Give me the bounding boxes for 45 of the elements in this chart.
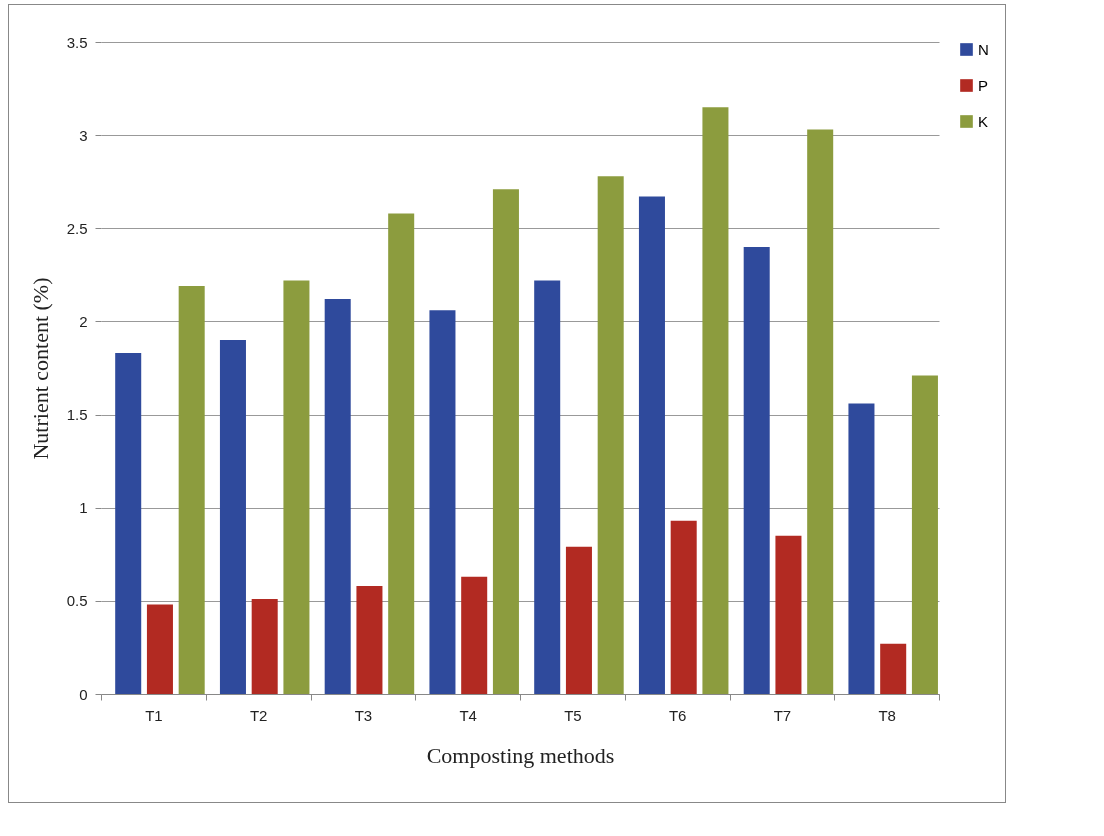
y-tick-label: 3 (79, 126, 88, 144)
bar (597, 176, 624, 694)
bar (702, 107, 729, 694)
bar (807, 129, 834, 694)
y-tick-label: 0 (79, 685, 88, 703)
y-tick-label: 1.5 (66, 406, 88, 424)
bar (492, 189, 519, 694)
bar (324, 299, 351, 694)
bar (880, 643, 907, 694)
bar (178, 286, 205, 694)
x-tick-label: T4 (459, 706, 477, 724)
bar (565, 546, 592, 694)
y-tick-label: 3.5 (66, 33, 88, 51)
x-tick-label: T8 (878, 706, 896, 724)
legend-label: N (978, 40, 989, 58)
legend-label: K (978, 112, 989, 130)
bar (356, 585, 383, 694)
bar (534, 280, 561, 694)
bar (461, 576, 488, 694)
x-tick-label: T3 (354, 706, 373, 724)
x-tick-label: T1 (145, 706, 163, 724)
y-axis-title: Nutrient content (%) (27, 277, 53, 460)
x-tick-label: T5 (564, 706, 582, 724)
y-tick-label: 2.5 (66, 219, 88, 237)
x-tick-label: T7 (773, 706, 792, 724)
bar (911, 375, 938, 694)
bar (638, 196, 665, 694)
y-tick-label: 2 (79, 312, 88, 330)
x-tick-label: T6 (668, 706, 687, 724)
bar (251, 598, 278, 694)
bar (775, 535, 802, 694)
bar (670, 520, 697, 694)
bar (429, 310, 456, 694)
bar (115, 353, 142, 694)
bar (848, 403, 875, 694)
legend-label: P (978, 76, 989, 94)
bar (743, 246, 770, 694)
bar (283, 280, 310, 694)
bar (388, 213, 415, 694)
x-axis-title: Composting methods (426, 742, 615, 768)
x-tick-label: T2 (249, 706, 268, 724)
y-tick-label: 0.5 (66, 592, 88, 610)
bar (146, 604, 173, 694)
bar (219, 340, 246, 694)
y-tick-label: 1 (79, 499, 88, 517)
